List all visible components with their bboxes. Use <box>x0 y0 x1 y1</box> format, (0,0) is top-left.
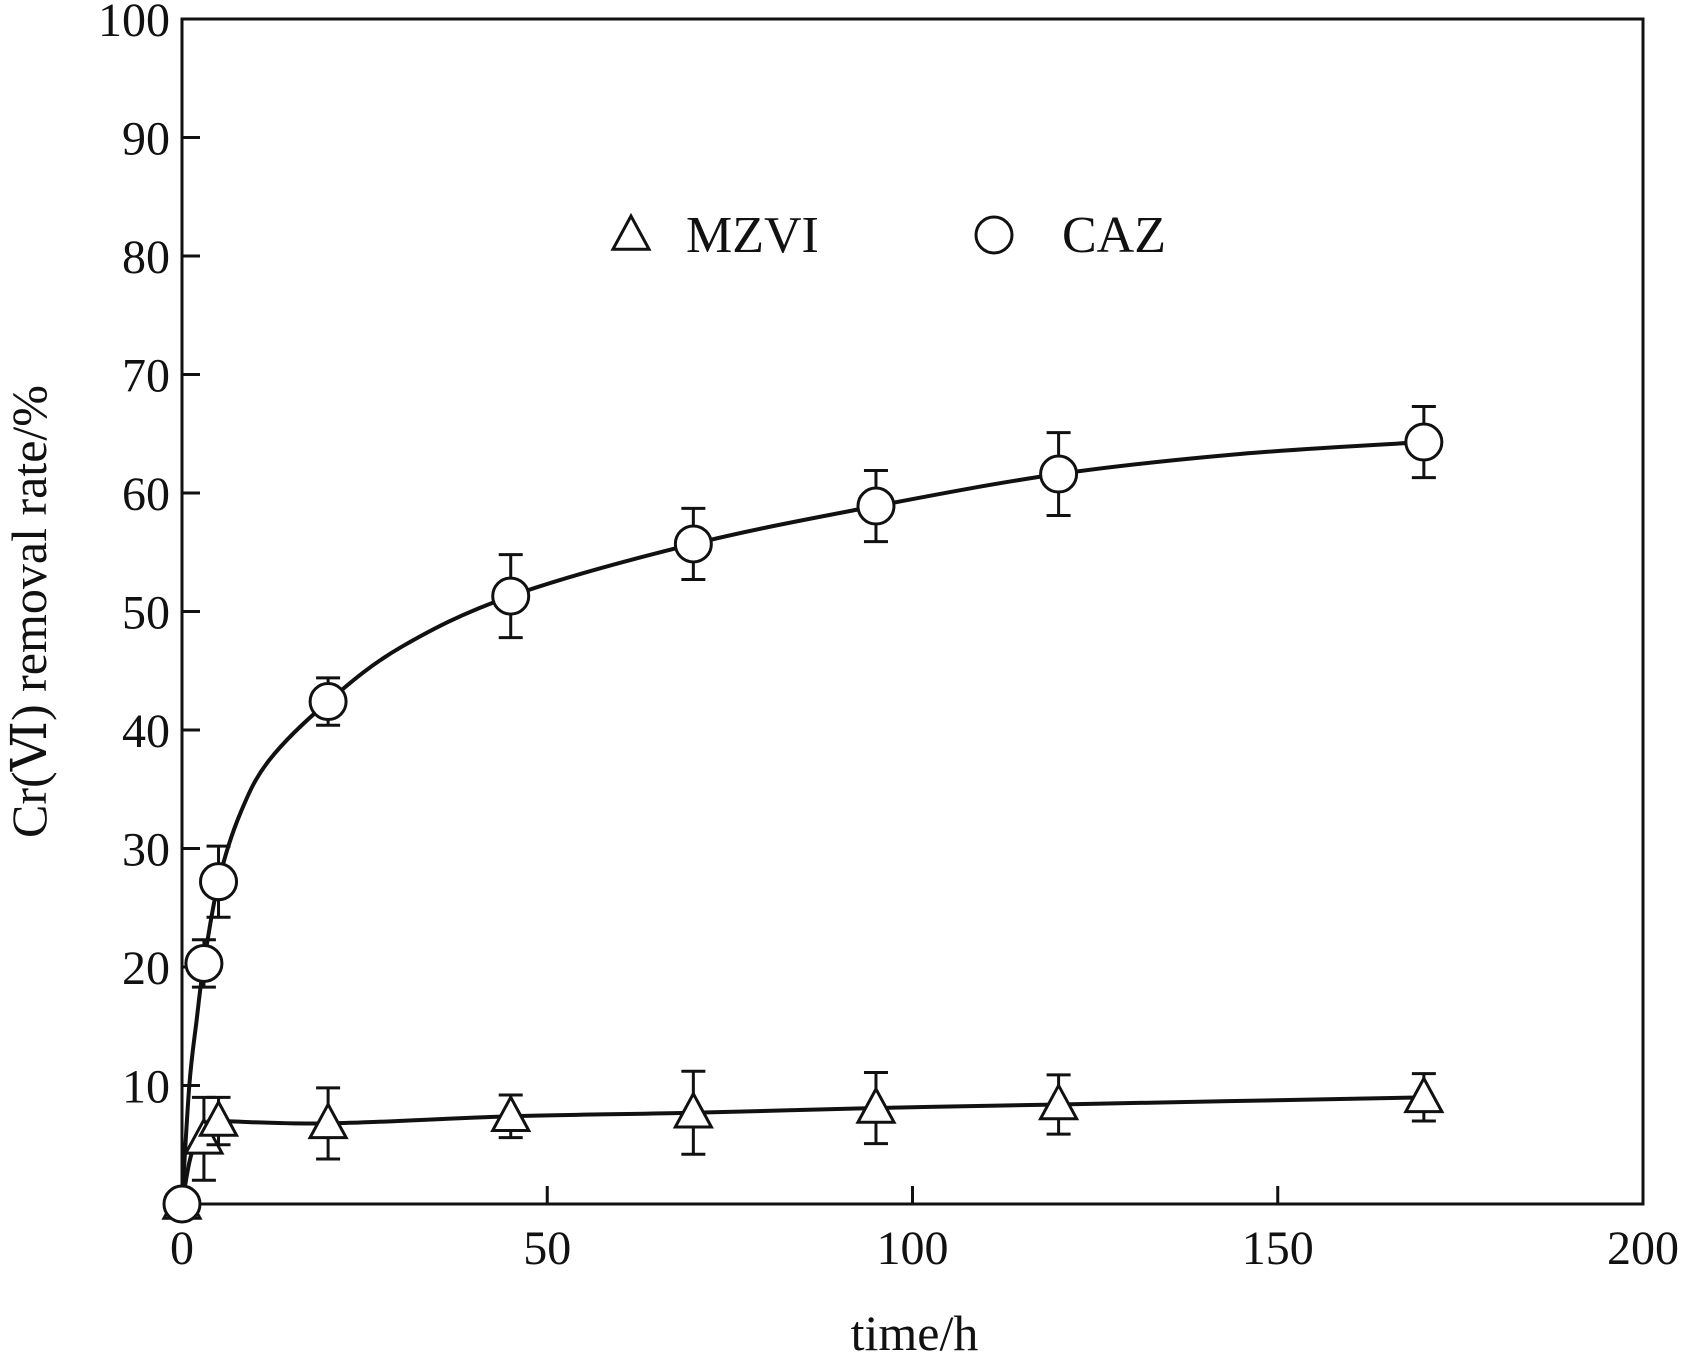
data-point-caz <box>491 576 531 616</box>
data-point-mzvi <box>1038 1082 1080 1121</box>
data-point-mzvi <box>672 1090 714 1129</box>
y-tick-label: 50 <box>122 587 170 640</box>
data-point-caz <box>673 524 713 564</box>
series-mzvi <box>161 1069 1445 1220</box>
data-point-mzvi <box>490 1094 532 1133</box>
legend-label-caz: CAZ <box>1062 207 1166 264</box>
x-tick-label: 50 <box>523 1222 571 1275</box>
series-caz <box>162 404 1444 1224</box>
data-point-caz <box>1039 454 1079 494</box>
legend-marker-caz <box>974 215 1014 255</box>
y-tick-label: 10 <box>122 1061 170 1114</box>
y-tick-label: 80 <box>122 231 170 284</box>
y-tick-label: 70 <box>122 350 170 403</box>
fit-curve-caz-fit <box>180 440 1424 1205</box>
data-point-caz <box>184 943 224 983</box>
y-tick-label: 60 <box>122 468 170 521</box>
x-tick-label: 200 <box>1607 1222 1679 1275</box>
fit-curve-mzvi-fit <box>180 1095 1424 1205</box>
data-point-mzvi <box>1403 1075 1445 1114</box>
data-point-mzvi <box>307 1101 349 1140</box>
x-tick-label: 150 <box>1242 1222 1314 1275</box>
y-tick-label: 20 <box>122 942 170 995</box>
x-tick-label: 100 <box>877 1222 949 1275</box>
legend: MZVI CAZ <box>610 207 1166 264</box>
legend-label-mzvi: MZVI <box>686 207 819 264</box>
x-axis-title: time/h <box>851 1305 979 1358</box>
legend-marker-mzvi <box>610 212 652 251</box>
y-tick-label: 40 <box>122 705 170 758</box>
plot-frame <box>180 17 1645 1206</box>
y-tick-label: 90 <box>122 113 170 166</box>
x-tick-label: 0 <box>170 1222 194 1275</box>
y-tick-label: 30 <box>122 824 170 877</box>
data-point-caz <box>856 486 896 526</box>
data-point-caz <box>199 862 239 902</box>
data-point-mzvi <box>855 1085 897 1124</box>
y-tick-label: 100 <box>98 0 170 47</box>
data-point-mzvi <box>197 1098 240 1137</box>
data-point-caz <box>1404 422 1444 462</box>
data-point-caz <box>308 682 348 722</box>
y-axis-title: Cr(Ⅵ) removal rate/% <box>1 385 57 838</box>
data-point-caz <box>162 1184 202 1224</box>
